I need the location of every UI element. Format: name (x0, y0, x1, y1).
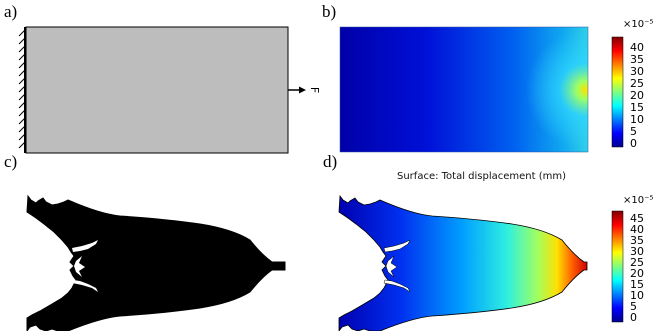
panel-a-plate-diagram: F (18, 26, 321, 154)
colorbar-b-tick: 20 (630, 89, 644, 102)
colorbar-d-tick: 45 (630, 212, 644, 225)
void-hole-c-upper (72, 240, 98, 252)
colorbar-b-tick: 5 (630, 125, 637, 138)
colorbar-d: ×10⁻⁵ 45 40 35 30 25 20 15 10 5 0 (611, 195, 653, 324)
panel-b-displacement-plot (339, 26, 589, 153)
colorbar-b-tick: 35 (630, 53, 644, 66)
force-label: F (308, 87, 321, 93)
panel-label-a: a) (4, 2, 18, 21)
void-hole-c-middle (74, 256, 85, 277)
void-hole-d-lower (383, 279, 411, 293)
panel-c-topology (26, 194, 286, 331)
colorbar-b-tick: 0 (630, 137, 637, 150)
fixed-support-hatching (18, 29, 26, 149)
colorbar-b-tick: 40 (630, 41, 644, 54)
colorbar-d-tick: 25 (630, 256, 644, 269)
colorbar-d-tick: 10 (630, 289, 644, 302)
colorbar-d-tick: 20 (630, 267, 644, 280)
colorbar-b-gradient (611, 36, 624, 148)
colorbar-b: ×10⁻⁵ 40 35 30 25 20 15 10 5 0 (611, 19, 653, 150)
panel-label-b: b) (322, 2, 337, 21)
panel-d-displacement-topology (338, 194, 588, 331)
colorbar-b-tick: 15 (630, 101, 644, 114)
void-hole-d-middle (385, 255, 398, 278)
optimized-structure-c (26, 194, 286, 331)
panel-label-c: c) (4, 152, 18, 171)
colorbar-b-tick: 10 (630, 113, 644, 126)
colorbar-b-tick: 25 (630, 77, 644, 90)
surface-title: Surface: Total displacement (mm) (397, 171, 567, 182)
colorbar-d-exponent: ×10⁻⁵ (623, 195, 653, 206)
colorbar-d-tick: 40 (630, 223, 644, 236)
colorbar-d-tick: 15 (630, 278, 644, 291)
colorbar-d-tick: 30 (630, 245, 644, 258)
colorbar-d-tick: 5 (630, 300, 637, 313)
optimized-structure-d (338, 194, 588, 331)
panel-label-d: d) (323, 152, 338, 171)
colorbar-d-tick: 0 (630, 311, 637, 324)
void-hole-c-lower (72, 280, 98, 292)
void-hole-d-upper (383, 239, 411, 253)
colorbar-d-gradient (611, 210, 624, 323)
design-domain-plate (25, 26, 289, 154)
colorbar-d-tick: 35 (630, 234, 644, 247)
force-arrow (288, 86, 306, 94)
colorbar-b-tick: 30 (630, 65, 644, 78)
colorbar-b-exponent: ×10⁻⁵ (623, 19, 653, 30)
